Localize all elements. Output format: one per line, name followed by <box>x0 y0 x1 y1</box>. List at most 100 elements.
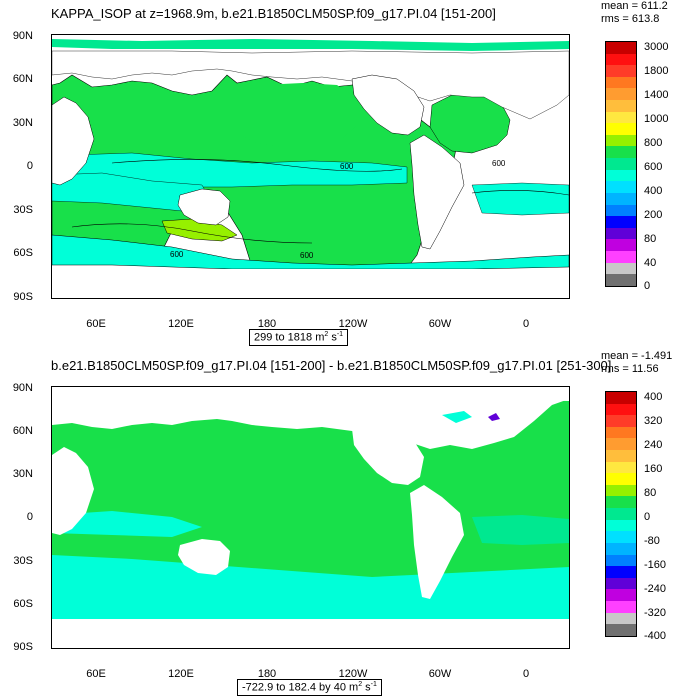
colorbar-swatch <box>606 181 636 193</box>
range-units-exp: 2 <box>358 681 363 688</box>
colorbar-swatch <box>606 577 636 590</box>
colorbar-swatch <box>606 158 636 170</box>
lat-label: 90N <box>12 30 33 42</box>
colorbar-label: 80 <box>644 487 657 499</box>
colorbar-swatch <box>606 426 636 439</box>
lat-label: 30N <box>12 117 33 129</box>
colorbar <box>605 391 637 637</box>
lon-label: 60E <box>86 668 106 680</box>
range-units-tail: s <box>331 331 337 344</box>
land-australia <box>178 539 230 575</box>
lat-label: 60S <box>13 247 33 259</box>
lon-label: 120E <box>168 318 194 330</box>
colorbar-swatch <box>606 76 636 89</box>
lat-label: 30S <box>13 555 33 567</box>
colorbar-swatch <box>606 216 636 228</box>
colorbar-label: -400 <box>644 630 667 642</box>
colorbar-label: -160 <box>644 559 667 571</box>
mean-stat: mean = -1.491 <box>601 350 673 362</box>
colorbar-swatch <box>606 111 636 124</box>
lon-label: 120W <box>338 318 368 330</box>
colorbar-swatch <box>606 262 636 275</box>
map-plot-area: 600 600 600 600 <box>51 34 570 299</box>
colorbar-label: 1000 <box>644 113 669 125</box>
ocean-field-southern-band <box>51 234 570 270</box>
range-units-tail: s <box>365 681 371 694</box>
range-text: 299 to 1818 <box>254 331 313 344</box>
colorbar-swatch <box>606 239 636 251</box>
colorbar-swatch <box>606 134 636 147</box>
plot-title: KAPPA_ISOP at z=1968.9m, b.e21.B1850CLM5… <box>51 6 496 21</box>
colorbar-label: 160 <box>644 463 663 475</box>
contour-label: 600 <box>300 251 314 260</box>
ocean-field-map: 600 600 600 600 <box>51 39 570 298</box>
colorbar-swatch <box>606 65 636 77</box>
contour-label: 600 <box>340 162 354 171</box>
lon-label: 0 <box>522 668 530 680</box>
colorbar-swatch <box>606 589 636 601</box>
colorbar-swatch <box>606 88 636 101</box>
range-label: -722.9 to 182.4 by 40 m2 s-1 <box>237 679 382 696</box>
land-australia <box>177 188 231 226</box>
range-units-base: m <box>315 331 325 344</box>
lat-label: 0 <box>26 160 33 172</box>
colorbar-label: 80 <box>644 233 657 245</box>
colorbar-swatch <box>606 100 636 112</box>
ocean-field-north-pacific <box>232 83 357 147</box>
land-africa <box>51 96 95 186</box>
colorbar-swatch <box>606 53 636 66</box>
colorbar-swatch <box>606 566 636 578</box>
contour-label-group: 600 600 600 600 <box>170 159 506 260</box>
colorbar-label: 0 <box>644 280 651 292</box>
lon-label: 120W <box>338 668 368 680</box>
mean-stat: mean = 611.2 <box>601 0 668 12</box>
diff-field-tropic-cyan <box>52 511 202 537</box>
lon-label: 60E <box>86 318 106 330</box>
colorbar-swatch <box>606 508 636 520</box>
colorbar-label: 0 <box>644 511 651 523</box>
land-north-america <box>352 425 424 485</box>
colorbar-label: 3000 <box>644 41 669 53</box>
lat-label: 0 <box>26 511 33 523</box>
colorbar <box>605 41 637 287</box>
lat-label: 90N <box>12 382 33 394</box>
contour-label: 600 <box>170 250 184 259</box>
lon-label: 60W <box>428 318 452 330</box>
colorbar-label: 320 <box>644 415 663 427</box>
diff-field-south-cyan <box>52 555 569 619</box>
contour-line <box>111 159 403 172</box>
colorbar-swatch <box>606 542 636 555</box>
lat-label: 90S <box>13 291 33 303</box>
land-antarctica <box>52 269 569 298</box>
land-north-america <box>351 74 425 136</box>
colorbar-swatch <box>606 531 636 543</box>
colorbar-swatch <box>606 600 636 613</box>
range-units-tail-exp: -1 <box>370 681 377 688</box>
contour-lines <box>71 159 570 244</box>
map-plot-area <box>51 386 570 649</box>
colorbar-swatch <box>606 519 636 532</box>
lat-label: 60N <box>12 425 33 437</box>
land-antarctica <box>52 619 569 648</box>
colorbar-swatch <box>606 473 636 485</box>
colorbar-swatch <box>606 461 636 474</box>
plot-title: b.e21.B1850CLM50SP.f09_g17.PI.04 [151-20… <box>51 358 612 373</box>
colorbar-label: 1800 <box>644 65 669 77</box>
colorbar-swatch <box>606 450 636 462</box>
colorbar-swatch <box>606 123 636 135</box>
colorbar-label: 800 <box>644 137 663 149</box>
colorbar-label: -240 <box>644 583 667 595</box>
colorbar-swatch <box>606 169 636 182</box>
colorbar-label: 400 <box>644 391 663 403</box>
lat-label: 60N <box>12 73 33 85</box>
contour-line <box>471 190 570 196</box>
range-units-tail-exp: -1 <box>336 331 344 338</box>
range-text: -722.9 to 182.4 by 40 <box>242 681 346 694</box>
colorbar-swatch <box>606 554 636 567</box>
colorbar-swatch <box>606 392 636 404</box>
colorbar-swatch <box>606 274 636 286</box>
panel-kappa-isop: KAPPA_ISOP at z=1968.9m, b.e21.B1850CLM5… <box>12 0 669 346</box>
range-label: 299 to 1818 m2 s-1 <box>249 329 349 346</box>
ocean-field-arctic-strip <box>52 39 569 51</box>
range-units-exp: 2 <box>324 331 329 338</box>
